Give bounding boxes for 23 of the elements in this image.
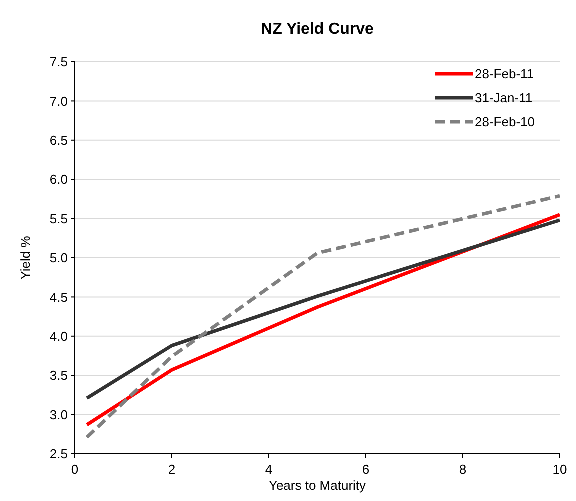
legend-label: 28-Feb-11 [475,66,534,82]
y-tick-label: 6.0 [50,172,68,188]
x-tick-label: 4 [265,462,273,477]
y-tick-label: 7.5 [50,54,68,70]
y-tick-label: 2.5 [50,446,68,462]
y-tick-label: 4.0 [50,328,68,344]
x-tick-label: 2 [168,462,176,477]
y-tick-label: 4.5 [50,290,68,305]
y-tick-label: 7.0 [50,94,68,109]
legend-label: 28-Feb-10 [475,114,535,130]
chart-title: NZ Yield Curve [261,21,374,38]
y-tick-label: 3.5 [50,368,68,384]
x-tick-label: 10 [552,462,568,477]
x-tick-label: 6 [362,462,370,477]
y-tick-label: 5.5 [50,211,68,226]
y-tick-label: 3.0 [50,407,68,422]
x-tick-label: 0 [71,462,79,477]
y-tick-label: 6.5 [50,132,68,148]
legend-label: 31-Jan-11 [475,90,533,106]
y-axis-title: Yield % [18,236,33,280]
x-axis-title: Years to Maturity [268,478,367,493]
y-tick-label: 5.0 [50,250,68,266]
x-tick-label: 8 [459,462,467,477]
